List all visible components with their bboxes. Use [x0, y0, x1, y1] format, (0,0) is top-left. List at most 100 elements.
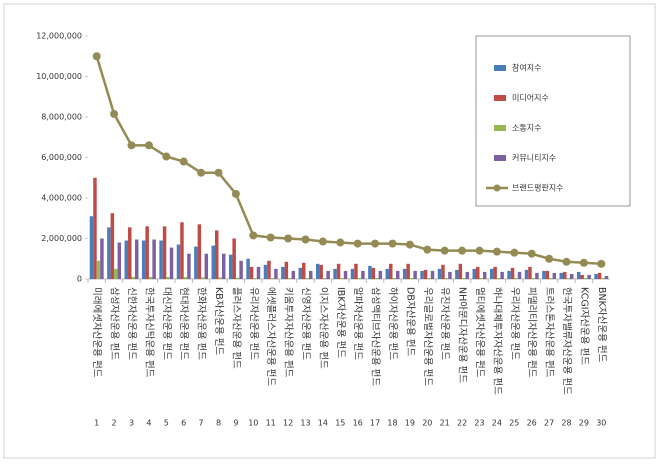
- legend-label: 소통지수: [512, 124, 541, 133]
- bar: [187, 253, 191, 279]
- line-marker: [214, 168, 223, 177]
- bar: [267, 260, 271, 279]
- rank-label: 15: [335, 419, 345, 428]
- bar: [239, 260, 243, 279]
- bar: [291, 270, 296, 279]
- line-marker: [127, 141, 136, 150]
- bar: [597, 272, 602, 279]
- x-tick-label: 현대자산운용 펀드: [178, 287, 189, 360]
- x-tick-label: KCGI자산운용 펀드: [578, 287, 589, 365]
- bar: [340, 277, 344, 279]
- bar: [542, 270, 546, 279]
- bar: [441, 264, 445, 279]
- rank-label: 17: [370, 419, 380, 428]
- bar: [322, 277, 327, 279]
- rank-label: 25: [509, 419, 519, 428]
- bar: [455, 269, 459, 279]
- x-tick-label: 트러스톤자산운용 펀드: [544, 287, 555, 378]
- rank-label: 21: [440, 419, 450, 428]
- rank-label: 10: [248, 419, 258, 428]
- x-tick-label: IBK자산운용 펀드: [335, 287, 346, 358]
- legend-label: 커뮤니티지수: [512, 153, 556, 163]
- bar: [489, 268, 494, 279]
- x-tick-label: 삼성액티브자산운용 펀드: [370, 287, 382, 386]
- rank-label: 18: [387, 419, 397, 428]
- bar: [409, 277, 414, 279]
- bar: [315, 263, 320, 279]
- bar: [545, 270, 550, 279]
- line-marker: [562, 257, 571, 266]
- legend-label: 참여지수: [512, 63, 541, 73]
- rank-label: 8: [216, 419, 221, 428]
- legend-swatch: [494, 125, 506, 131]
- rank-label: 3: [129, 419, 134, 428]
- x-tick-label: 알파자산운용 펀드: [352, 287, 363, 360]
- legend-swatch: [494, 95, 506, 101]
- bar: [423, 269, 428, 279]
- rank-label: 16: [353, 419, 363, 428]
- legend-label: 미디어지수: [512, 93, 549, 103]
- x-tick-label: 신영자산운용 펀드: [300, 287, 311, 360]
- bar: [559, 272, 564, 279]
- rank-label: 24: [492, 419, 502, 428]
- bar: [110, 213, 115, 279]
- bar: [528, 266, 532, 279]
- bar: [510, 267, 515, 279]
- bar: [288, 277, 292, 279]
- line-marker: [266, 233, 275, 242]
- line-marker: [92, 52, 101, 61]
- bar: [385, 268, 390, 279]
- bar: [462, 277, 466, 279]
- bar: [249, 266, 254, 279]
- line-marker: [475, 246, 484, 255]
- rank-label: 1: [94, 419, 99, 428]
- bar: [302, 262, 306, 279]
- bar: [507, 270, 511, 279]
- bar: [479, 277, 483, 279]
- bar: [594, 273, 598, 279]
- bar: [134, 239, 139, 279]
- bar: [378, 270, 383, 279]
- line-marker: [110, 109, 119, 118]
- x-tick-label: 이지스자산운용 펀드: [317, 287, 328, 369]
- bar: [392, 277, 396, 279]
- bar: [604, 275, 609, 279]
- line-marker: [318, 237, 327, 246]
- bar: [514, 277, 518, 279]
- bar: [402, 268, 407, 279]
- x-tick-label: 대신자산운용 펀드: [161, 287, 172, 360]
- rank-label: 30: [596, 419, 606, 428]
- bar: [141, 240, 146, 279]
- bar: [476, 266, 480, 279]
- bar: [100, 238, 104, 279]
- bar: [284, 261, 289, 279]
- bar: [552, 272, 557, 279]
- line-marker: [545, 254, 554, 263]
- y-tick-label: 6,000,000: [41, 153, 82, 162]
- x-tick-label: KB자산운용 펀드: [213, 287, 224, 355]
- line-marker: [492, 247, 501, 256]
- bar: [448, 271, 452, 279]
- bar: [458, 263, 463, 279]
- x-tick-label: 우리글로벌자산운용 펀드: [422, 287, 433, 386]
- y-tick-label: 8,000,000: [41, 113, 82, 122]
- bar: [420, 270, 424, 279]
- bar: [496, 277, 501, 279]
- bar: [281, 266, 285, 279]
- line-marker: [144, 141, 153, 150]
- bar: [131, 276, 135, 279]
- bar: [535, 272, 539, 279]
- line-marker: [353, 239, 362, 248]
- x-tick-label: 우리자산운용 펀드: [509, 287, 520, 360]
- bar: [128, 227, 132, 279]
- y-tick-label: 12,000,000: [36, 32, 82, 41]
- bar: [218, 277, 222, 279]
- line-marker: [249, 231, 258, 240]
- x-tick-label: 미래에셋자산운용 펀드: [91, 287, 102, 378]
- rank-label: 9: [233, 419, 238, 428]
- bar: [211, 245, 216, 279]
- bar: [319, 264, 323, 279]
- bar: [176, 244, 181, 279]
- bar: [566, 277, 570, 279]
- line-marker: [579, 258, 588, 267]
